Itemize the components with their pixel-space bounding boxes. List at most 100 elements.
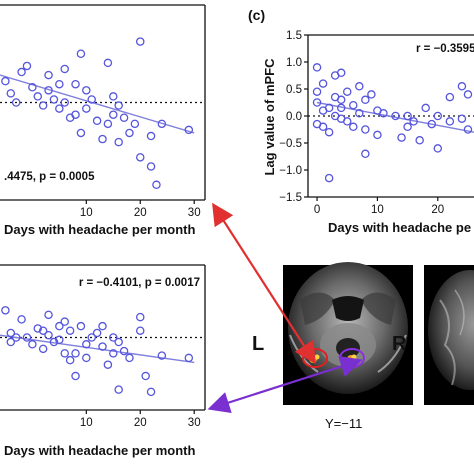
data-point <box>33 324 43 333</box>
data-point <box>445 117 455 126</box>
data-point <box>103 119 113 129</box>
data-points <box>1 37 194 190</box>
data-point <box>457 114 467 123</box>
right-hemisphere-label: R <box>392 333 407 355</box>
data-point <box>87 333 96 342</box>
data-point <box>433 144 443 153</box>
data-point <box>130 119 140 129</box>
data-point <box>98 321 107 331</box>
data-point <box>373 130 382 140</box>
y-tick-label: 0.5 <box>286 84 302 96</box>
data-point <box>318 79 328 88</box>
y-tick-label: 1.5 <box>286 30 302 42</box>
purple-arrow <box>207 355 363 414</box>
data-point <box>103 58 113 68</box>
data-point <box>22 61 32 71</box>
y-tick-label: −1.0 <box>279 165 302 177</box>
data-point <box>361 149 370 159</box>
data-point <box>391 111 400 121</box>
data-point <box>427 119 436 129</box>
data-point <box>109 110 118 119</box>
data-point <box>109 349 118 358</box>
data-point <box>60 349 69 358</box>
data-point <box>17 67 26 77</box>
data-point <box>312 87 322 96</box>
panel-top-left: 10 20 30 .4475, p = 0.0005 Days with heada… <box>0 4 206 237</box>
data-point <box>33 92 43 101</box>
red-arrow <box>212 202 316 365</box>
data-point <box>152 180 161 190</box>
data-point <box>349 100 358 110</box>
regression-line <box>0 334 195 364</box>
x-tick-label: 20 <box>134 417 147 429</box>
data-point <box>136 153 145 162</box>
data-point <box>55 321 64 331</box>
data-point <box>38 326 48 335</box>
data-point <box>76 49 86 59</box>
data-point <box>318 122 328 132</box>
data-point <box>28 83 37 92</box>
data-point <box>109 92 118 101</box>
data-point <box>44 86 53 95</box>
data-point <box>141 371 150 381</box>
x-tick-label: 20 <box>431 204 444 216</box>
panel-bottom-left: 10 20 30 r = −0.4101, p = 0.0017 Days with… <box>0 264 206 458</box>
panel-top-right: (c) 1.5 1.0 0.5 0.0 −0.5 −1.0 −1.5 0 10 20 r = −… <box>248 7 474 235</box>
x-tick-label: 20 <box>134 207 147 219</box>
data-point <box>44 70 53 80</box>
brain-sagittal-slice <box>424 265 474 405</box>
data-point <box>71 110 80 119</box>
data-point <box>157 351 167 360</box>
data-point <box>379 109 388 118</box>
data-point <box>28 340 37 349</box>
y-tick-label: −1.5 <box>279 192 302 204</box>
data-point <box>65 326 75 335</box>
regression-line <box>316 101 474 133</box>
data-point <box>60 64 69 74</box>
data-point <box>49 95 59 104</box>
data-point <box>463 125 473 134</box>
x-tick-label: 10 <box>80 417 93 429</box>
x-ticks: 10 20 30 <box>80 200 201 219</box>
data-point <box>114 385 123 394</box>
data-point <box>342 87 352 96</box>
y-tick-label: 1.0 <box>286 57 302 69</box>
data-point <box>355 82 364 91</box>
data-point <box>119 113 129 122</box>
data-point <box>409 117 418 126</box>
data-point <box>433 111 443 121</box>
data-point <box>136 326 145 335</box>
data-point <box>342 117 352 126</box>
data-point <box>415 136 424 145</box>
data-point <box>103 360 113 369</box>
data-point <box>445 92 455 102</box>
data-point <box>71 349 80 358</box>
data-points <box>1 306 194 397</box>
data-point <box>98 134 107 144</box>
data-point <box>114 337 123 347</box>
stats-annotation: r = −0.3595 <box>416 43 474 55</box>
data-point <box>109 333 118 342</box>
data-point <box>403 111 412 121</box>
data-point <box>125 353 134 363</box>
data-point <box>336 95 346 105</box>
data-point <box>136 312 145 322</box>
data-point <box>336 68 346 78</box>
data-point <box>82 340 91 349</box>
data-point <box>6 89 16 98</box>
data-point <box>421 103 430 113</box>
data-point <box>82 86 91 95</box>
data-point <box>44 310 53 320</box>
x-ticks: 10 20 30 <box>80 410 201 429</box>
x-axis-label: Days with headache per month <box>4 443 195 458</box>
data-point <box>367 90 376 99</box>
stats-annotation: r = −0.4101, p = 0.0017 <box>79 277 200 289</box>
data-point <box>60 98 69 107</box>
data-point <box>146 131 156 141</box>
data-point <box>22 333 32 342</box>
data-point <box>463 90 473 99</box>
panel-label: (c) <box>248 7 265 23</box>
data-point <box>11 98 21 107</box>
data-point <box>38 101 48 110</box>
